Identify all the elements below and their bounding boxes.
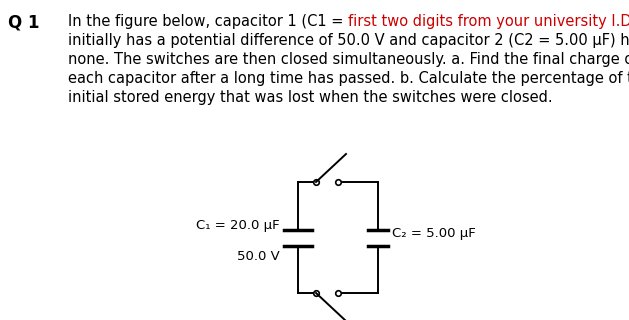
- Text: C₁ = 20.0 μF: C₁ = 20.0 μF: [196, 219, 280, 231]
- Text: first two digits from your university I.D.: first two digits from your university I.…: [348, 14, 629, 29]
- Text: none. The switches are then closed simultaneously. a. Find the final charge on: none. The switches are then closed simul…: [68, 52, 629, 67]
- Text: C₂ = 5.00 μF: C₂ = 5.00 μF: [392, 227, 476, 240]
- Text: 50.0 V: 50.0 V: [237, 250, 280, 262]
- Text: In the figure below, capacitor 1 (C1 =: In the figure below, capacitor 1 (C1 =: [68, 14, 348, 29]
- Text: each capacitor after a long time has passed. b. Calculate the percentage of the: each capacitor after a long time has pas…: [68, 71, 629, 86]
- Text: Q 1: Q 1: [8, 14, 40, 32]
- Text: initially has a potential difference of 50.0 V and capacitor 2 (C2 = 5.00 μF) ha: initially has a potential difference of …: [68, 33, 629, 48]
- Text: initial stored energy that was lost when the switches were closed.: initial stored energy that was lost when…: [68, 90, 553, 105]
